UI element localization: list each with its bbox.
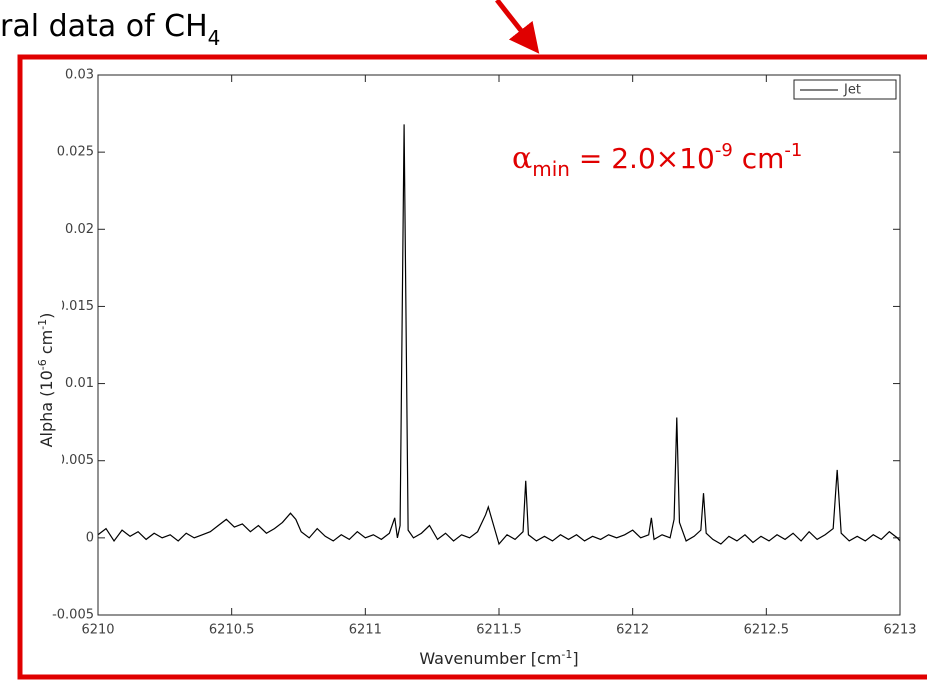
title-subscript: 4	[208, 26, 221, 50]
annotation-sup: -9	[715, 140, 733, 161]
annotation: αmin = 2.0×10-9 cm-1	[512, 140, 802, 181]
y-label-part: cm	[37, 330, 56, 359]
y-label-part: Alpha (10	[37, 370, 56, 447]
legend-label: Jet	[843, 83, 861, 98]
x-tick-label: 6212	[616, 623, 649, 638]
plot-area: -0.005 0 0.005 0.01 0.015 0.02 0.025 0.03 6210 62…	[52, 68, 916, 638]
annotation-part: cm	[733, 142, 785, 175]
y-tick-label: 0.025	[57, 145, 94, 160]
annotation-sup: -1	[784, 140, 802, 161]
series-line	[97, 124, 901, 546]
arrow	[495, 0, 540, 54]
y-label-sup: -6	[36, 359, 49, 370]
highlight-frame	[17, 54, 927, 680]
x-label-part: Wavenumber [cm	[419, 649, 561, 668]
axes-box	[97, 74, 901, 616]
y-tick-label: 0	[86, 530, 94, 545]
annotation-sub: min	[532, 157, 570, 181]
annotation-part: α	[512, 141, 532, 176]
y-label-sup: -1	[36, 319, 49, 330]
legend-box	[793, 79, 897, 100]
x-tick-label: 6211.5	[476, 623, 522, 638]
title-text: ral data of CH	[0, 9, 208, 44]
y-tick-label: 0.03	[65, 68, 94, 83]
y-axis-label: Alpha (10-6 cm-1)	[36, 313, 56, 448]
y-tick-label: 0.02	[65, 222, 94, 237]
x-tick-label: 6210	[81, 623, 114, 638]
x-tick-label: 6213	[883, 623, 916, 638]
x-tick-label: 6212.5	[744, 623, 790, 638]
y-tick-label: -0.005	[52, 608, 94, 623]
x-label-sup: -1	[561, 648, 572, 661]
y-label-bg	[36, 285, 62, 475]
x-axis-label: Wavenumber [cm-1]	[419, 648, 578, 668]
x-tick-label: 6210.5	[209, 623, 255, 638]
x-label-part: ]	[572, 649, 578, 668]
y-tick-label: 0.015	[57, 299, 94, 314]
x-tick-label: 6211	[349, 623, 382, 638]
y-tick-label: 0.01	[65, 376, 94, 391]
y-label-part: )	[37, 313, 56, 319]
slide-title: ral data of CH4	[0, 9, 220, 50]
annotation-part: = 2.0×10	[570, 142, 715, 175]
y-tick-label: 0.005	[57, 453, 94, 468]
